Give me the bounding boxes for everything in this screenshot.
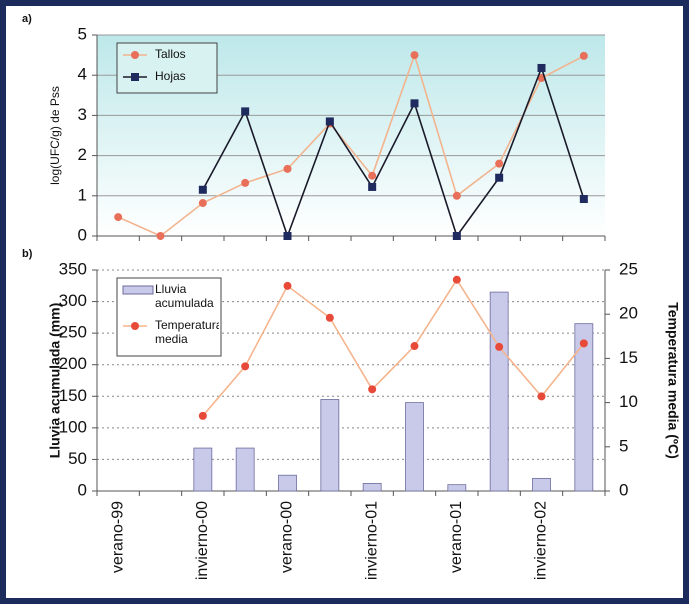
y2-axis-title: Temperatura media (ºC) xyxy=(665,302,681,459)
marker xyxy=(283,232,292,240)
y2-tick-label: 10 xyxy=(619,392,638,411)
marker xyxy=(495,342,504,351)
bar xyxy=(405,402,424,492)
x-tick-label: invierno-01 xyxy=(363,501,380,580)
marker xyxy=(495,159,504,168)
x-tick-label: verano-01 xyxy=(448,501,465,573)
marker xyxy=(283,281,292,290)
y-tick-label: 3 xyxy=(78,105,87,124)
series-line xyxy=(202,65,585,239)
bar xyxy=(278,474,297,492)
legend-label-box: Lluvia acumulada xyxy=(155,282,214,310)
legend-label: Lluvia acumulada xyxy=(155,282,214,310)
panel-label: a) xyxy=(22,13,32,25)
bar xyxy=(193,447,213,492)
y-tick-label: 300 xyxy=(59,291,87,310)
marker xyxy=(537,63,546,72)
legend-swatch xyxy=(122,285,154,295)
bar xyxy=(235,447,255,492)
y-tick-label: 50 xyxy=(68,449,87,468)
marker xyxy=(579,195,588,204)
y-tick-label: 150 xyxy=(59,386,87,405)
y2-tick-label: 25 xyxy=(619,259,638,278)
x-tick-label: invierno-02 xyxy=(533,501,550,580)
marker xyxy=(325,117,334,126)
y-tick-label: 200 xyxy=(59,354,87,373)
y-tick-label: 1 xyxy=(78,185,87,204)
y2-tick-label: 5 xyxy=(619,436,628,455)
legend-label: Tallos xyxy=(155,47,186,61)
marker xyxy=(368,171,377,180)
bar xyxy=(320,399,340,492)
y-tick-label: 4 xyxy=(78,65,87,84)
marker xyxy=(198,199,207,208)
y-tick-label: 0 xyxy=(78,225,87,244)
y-tick-label: 350 xyxy=(59,259,87,278)
marker xyxy=(410,99,419,108)
marker xyxy=(283,164,292,173)
bar xyxy=(362,483,382,492)
marker xyxy=(156,232,165,240)
y-tick-label: 100 xyxy=(59,417,87,436)
legend-marker xyxy=(131,51,139,59)
marker xyxy=(241,362,250,371)
y2-tick-label: 0 xyxy=(619,480,628,499)
marker xyxy=(410,51,419,60)
marker xyxy=(579,51,588,60)
marker xyxy=(537,392,546,401)
legend-label: Hojas xyxy=(155,69,186,83)
x-tick-label: invierno-00 xyxy=(194,501,211,580)
y-axis-title: Lluvia acumulada (mm) xyxy=(47,303,63,459)
bar xyxy=(532,477,551,492)
legend-marker xyxy=(131,322,139,330)
y-tick-label: 250 xyxy=(59,323,87,342)
marker xyxy=(368,182,377,191)
legend-label: Temperatura media xyxy=(155,318,219,346)
panel-label: b) xyxy=(22,248,33,260)
marker xyxy=(495,173,504,182)
bar xyxy=(574,323,594,492)
marker xyxy=(410,342,419,351)
series-line xyxy=(202,278,585,417)
y-tick-label: 5 xyxy=(78,24,87,43)
x-tick-label: verano-00 xyxy=(279,501,296,573)
legend-marker xyxy=(131,73,139,81)
marker xyxy=(368,385,377,394)
y-tick-label: 0 xyxy=(78,480,87,499)
marker xyxy=(452,232,461,240)
series-line xyxy=(117,52,585,237)
bar xyxy=(489,291,509,492)
marker xyxy=(198,185,207,194)
bar xyxy=(447,484,467,492)
y2-tick-label: 20 xyxy=(619,304,638,323)
y-tick-label: 2 xyxy=(78,145,87,164)
marker xyxy=(325,313,334,322)
marker xyxy=(241,178,250,187)
marker xyxy=(452,275,461,284)
marker xyxy=(114,213,123,222)
marker xyxy=(579,339,588,348)
y-axis-title: log(UFC/g) de Pss xyxy=(48,86,62,185)
y2-tick-label: 15 xyxy=(619,348,638,367)
x-tick-label: verano-99 xyxy=(109,501,126,573)
marker xyxy=(452,191,461,200)
marker xyxy=(198,411,207,420)
marker xyxy=(241,107,250,116)
legend-label-box: Temperatura media xyxy=(155,318,219,346)
